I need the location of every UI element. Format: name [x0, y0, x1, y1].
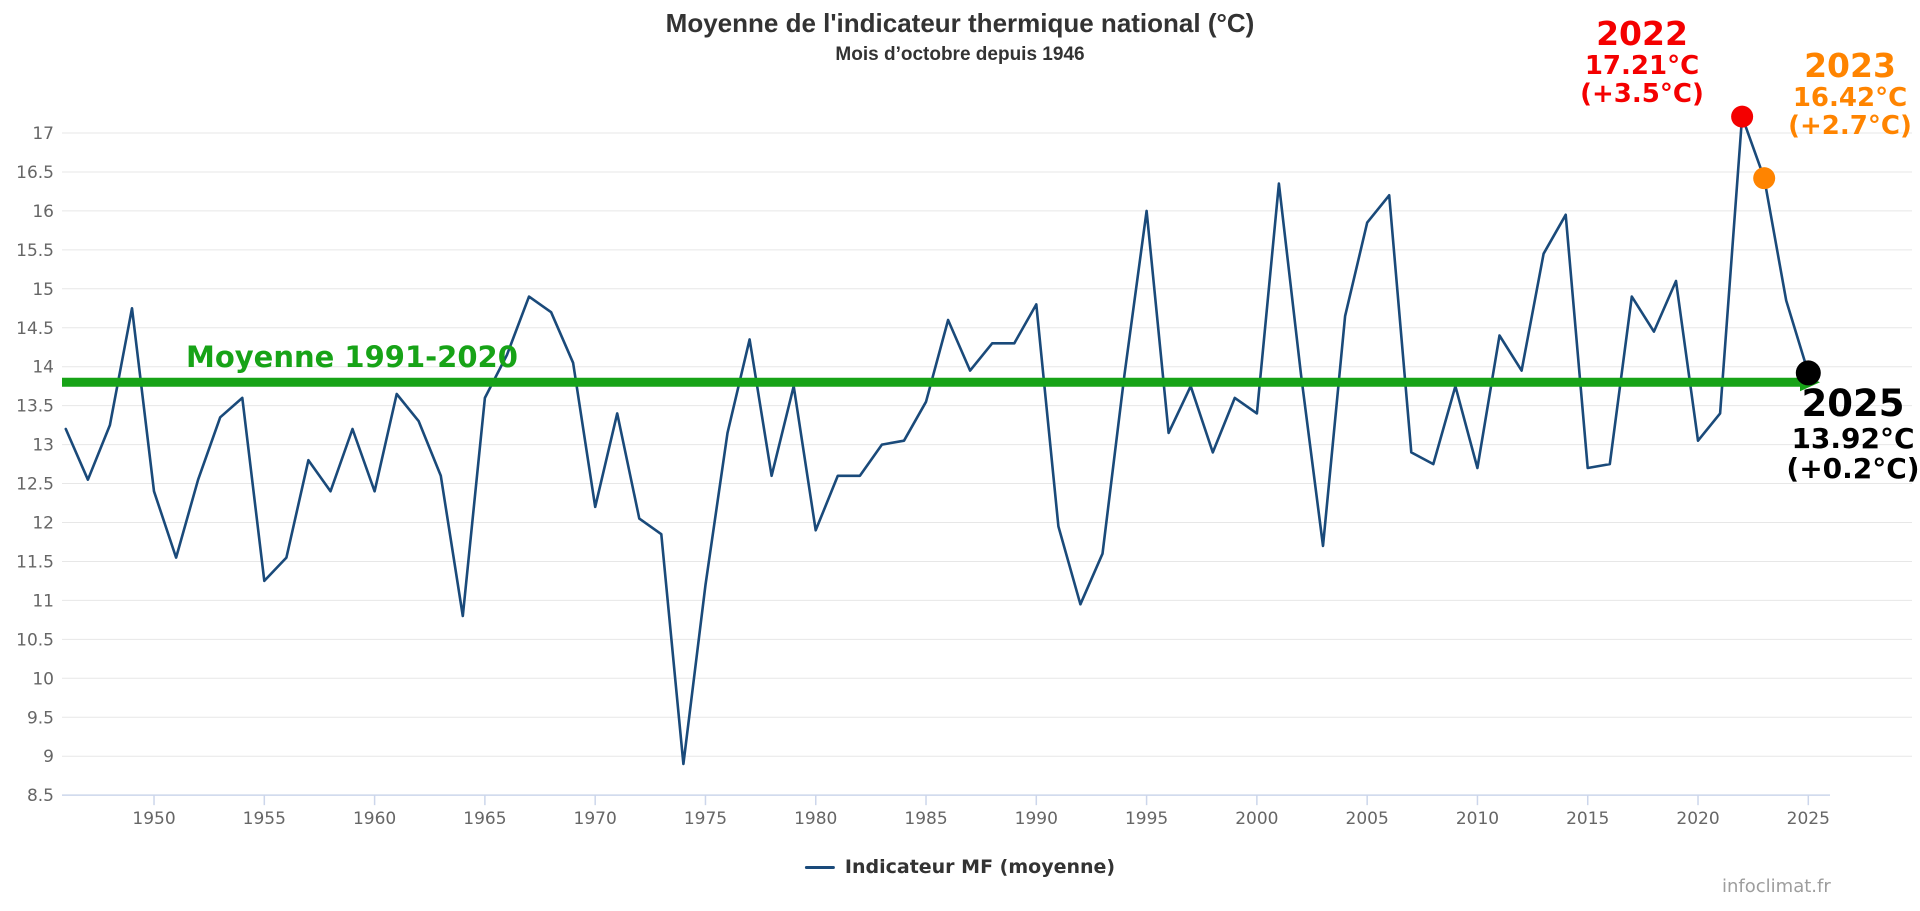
annotation-2022: 2022 17.21°C (+3.5°C) — [1532, 14, 1752, 109]
x-axis-label: 1990 — [1015, 809, 1058, 829]
mean-line-label: Moyenne 1991-2020 — [186, 340, 518, 374]
annotation-2025-year: 2025 — [1801, 382, 1905, 425]
x-axis-label: 1985 — [904, 809, 947, 829]
y-axis-label: 15.5 — [16, 241, 54, 261]
highlight-dot-2022[interactable] — [1731, 105, 1754, 128]
y-axis-label: 14.5 — [16, 319, 54, 339]
x-axis-label: 2015 — [1566, 809, 1609, 829]
annotation-2022-value: 17.21°C — [1584, 51, 1700, 81]
y-axis-label: 14 — [32, 358, 54, 378]
y-axis-label: 9 — [43, 747, 54, 767]
y-axis-label: 12 — [32, 514, 54, 534]
highlight-dot-2023[interactable] — [1753, 167, 1776, 190]
chart-subtitle: Mois d’octobre depuis 1946 — [835, 44, 1085, 65]
credit-link[interactable]: infoclimat.fr — [1722, 876, 1831, 897]
x-axis-label: 2000 — [1235, 809, 1278, 829]
annotation-2025: 2025 13.92°C (+0.2°C) — [1743, 384, 1920, 484]
x-axis-label: 1995 — [1125, 809, 1168, 829]
annotation-2023-year: 2023 — [1804, 46, 1896, 85]
y-axis-label: 17 — [32, 124, 54, 144]
x-axis-label: 1965 — [463, 809, 506, 829]
legend-line-swatch — [804, 865, 835, 869]
y-axis-label: 10.5 — [16, 630, 54, 650]
y-axis-label: 8.5 — [27, 786, 54, 806]
highlight-dot-2025[interactable] — [1795, 360, 1821, 386]
y-axis-label: 10 — [32, 669, 54, 689]
x-axis-label: 2005 — [1346, 809, 1389, 829]
x-axis-label: 2025 — [1787, 809, 1830, 829]
annotation-2025-value: 13.92°C — [1791, 422, 1915, 455]
x-axis-label: 1950 — [132, 809, 175, 829]
x-axis-label: 2010 — [1456, 809, 1499, 829]
y-axis-label: 13 — [32, 436, 54, 456]
y-axis-label: 11.5 — [16, 552, 54, 572]
y-axis-label: 16 — [32, 202, 54, 222]
x-axis-label: 2020 — [1676, 809, 1719, 829]
annotation-2023-anomaly: (+2.7°C) — [1788, 111, 1912, 141]
y-axis-label: 16.5 — [16, 163, 54, 183]
annotation-2022-anomaly: (+3.5°C) — [1580, 79, 1704, 109]
x-axis-label: 1955 — [243, 809, 286, 829]
annotation-2022-year: 2022 — [1596, 14, 1688, 53]
y-axis-label: 15 — [32, 280, 54, 300]
x-axis-label: 1980 — [794, 809, 837, 829]
annotation-2023-value: 16.42°C — [1792, 83, 1908, 113]
x-axis-label: 1970 — [574, 809, 617, 829]
y-axis-label: 13.5 — [16, 397, 54, 417]
x-axis-label: 1975 — [684, 809, 727, 829]
x-axis-label: 1960 — [353, 809, 396, 829]
chart-title: Moyenne de l'indicateur thermique nation… — [665, 8, 1255, 38]
y-axis-label: 11 — [32, 591, 54, 611]
annotation-2025-anomaly: (+0.2°C) — [1786, 452, 1920, 485]
annotation-2023: 2023 16.42°C (+2.7°C) — [1740, 46, 1920, 141]
legend-label: Indicateur MF (moyenne) — [844, 856, 1116, 878]
y-axis-label: 9.5 — [27, 708, 54, 728]
y-axis-label: 12.5 — [16, 475, 54, 495]
temperature-series-line[interactable] — [64, 115, 1810, 766]
legend-item-indicateur-mf[interactable]: Indicateur MF (moyenne) — [804, 856, 1116, 878]
